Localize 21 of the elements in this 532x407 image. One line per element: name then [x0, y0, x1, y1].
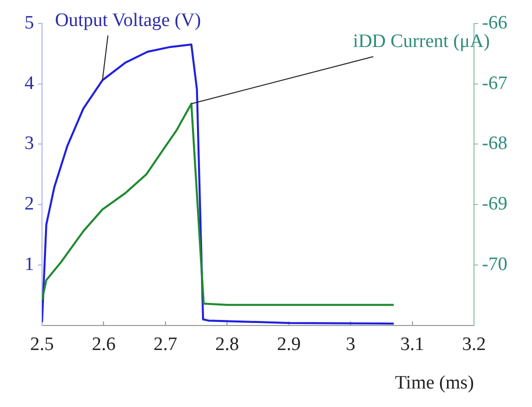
x-tick-label: 2.9	[276, 334, 301, 355]
y-tick-label: 2	[24, 194, 34, 215]
x-tick-label: 2.7	[154, 334, 178, 355]
y2-tick-label: -66	[482, 12, 508, 34]
y2-tick-label: -69	[482, 194, 508, 215]
x-tick-label: 2.8	[215, 334, 240, 355]
x-tick-label: 3.1	[400, 334, 424, 355]
x-tick-label: 3	[346, 334, 356, 355]
x-axis-title: Time (ms)	[394, 372, 474, 394]
y2-tick-label: -68	[482, 133, 508, 154]
y-tick-label: 5	[24, 12, 34, 34]
y2-tick-label: -70	[482, 254, 508, 275]
y2-tick-label: -67	[482, 72, 508, 94]
y-tick-label: 4	[24, 72, 34, 94]
x-tick-label: 2.6	[92, 334, 116, 355]
x-tick-label: 3.2	[462, 334, 486, 355]
series-label: Output Voltage (V)	[54, 10, 201, 31]
y-tick-label: 3	[24, 133, 34, 154]
x-tick-label: 2.5	[30, 334, 54, 355]
y-tick-label: 1	[24, 254, 34, 275]
text: iDD Current (μA)	[353, 31, 490, 52]
